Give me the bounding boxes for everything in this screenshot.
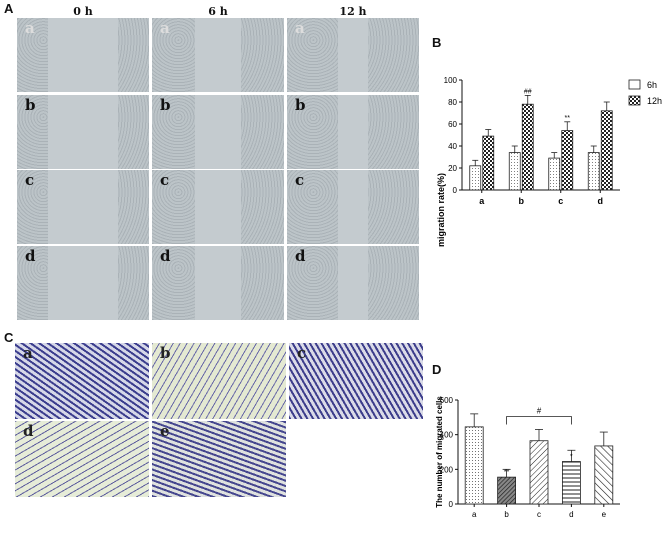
scratch-gap: [195, 95, 241, 169]
scratch-gap: [338, 95, 368, 169]
y-tick-label: 200: [440, 465, 454, 474]
y-tick-label: 40: [448, 142, 457, 151]
y-axis-label: The number of migrated cells: [435, 396, 444, 508]
bar: [482, 135, 495, 191]
tile-label: b: [160, 344, 171, 362]
significance-mark: **: [565, 115, 571, 122]
y-tick-label: 100: [444, 76, 458, 85]
scratch-image: c: [152, 170, 284, 244]
tile-label: c: [160, 171, 170, 189]
x-tick-label: a: [472, 510, 477, 519]
panel-label-d: D: [432, 362, 442, 377]
significance-mark: **: [504, 469, 510, 476]
tile-label: d: [25, 247, 36, 265]
migration-rate-chart: migration rate(%) 6h 12h 0 20 40 60 80 100 a ##…: [436, 76, 662, 247]
tile-label: c: [297, 344, 307, 362]
bar: [529, 440, 549, 505]
x-tick-label: c: [537, 510, 541, 519]
scratch-gap: [48, 170, 118, 244]
scratch-image: b: [17, 95, 149, 169]
legend-label-6h: 6h: [647, 80, 657, 90]
tile-label: b: [25, 96, 36, 114]
tile-label: e: [160, 422, 170, 440]
tile-label: b: [160, 96, 171, 114]
tile-label: c: [295, 171, 305, 189]
scratch-image: a: [287, 18, 419, 92]
scratch-image: b: [152, 95, 284, 169]
x-tick-label: c: [558, 196, 563, 206]
y-tick-label: 600: [440, 396, 454, 405]
y-axis-label: migration rate(%): [436, 173, 446, 247]
tile-label: a: [23, 344, 33, 362]
y-tick-label: 0: [449, 500, 454, 509]
tile-label: d: [295, 247, 306, 265]
column-header-6h: 6 h: [208, 5, 228, 18]
scratch-gap: [48, 246, 118, 320]
tile-label: c: [25, 171, 35, 189]
legend-label-12h: 12h: [647, 96, 662, 106]
scratch-gap: [195, 18, 241, 92]
bar: [508, 152, 521, 191]
x-tick-label: d: [598, 196, 604, 206]
tile-label: d: [160, 247, 171, 265]
scratch-image: c: [17, 170, 149, 244]
bar: [561, 130, 574, 191]
panel-label-b: B: [432, 35, 442, 50]
scratch-gap: [48, 18, 118, 92]
bar: [594, 445, 614, 505]
tile-label: b: [295, 96, 306, 114]
scratch-gap: [48, 95, 118, 169]
scratch-image: d: [152, 246, 284, 320]
comparison-bracket: [506, 416, 572, 425]
scratch-image: a: [152, 18, 284, 92]
legend: 6h 12h: [628, 79, 662, 106]
bar: [521, 103, 534, 191]
bar: [469, 165, 482, 191]
tile-label: a: [25, 19, 35, 37]
x-tick-label: b: [519, 196, 525, 206]
y-tick-label: 400: [440, 431, 454, 440]
bar: [497, 476, 516, 505]
y-tick-label: 60: [448, 120, 457, 129]
scratch-gap: [338, 170, 368, 244]
panel-label-c: C: [4, 330, 14, 345]
tile-label: a: [160, 19, 170, 37]
scratch-gap: [195, 246, 241, 320]
x-tick-label: a: [479, 196, 485, 206]
tile-label: a: [295, 19, 305, 37]
scratch-image: a: [17, 18, 149, 92]
transwell-image: d: [15, 421, 149, 497]
significance-mark: *: [570, 454, 573, 461]
panel-label-a: A: [4, 1, 14, 16]
bar: [464, 426, 484, 505]
bar: [600, 110, 613, 191]
scratch-gap: [195, 170, 241, 244]
y-tick-label: 20: [448, 164, 457, 173]
comparison-mark: #: [537, 406, 542, 415]
bar: [587, 152, 600, 191]
scratch-gap: [338, 18, 368, 92]
x-tick-label: b: [504, 510, 509, 519]
x-tick-label: d: [569, 510, 573, 519]
y-tick-label: 0: [453, 186, 458, 195]
bar: [561, 461, 581, 505]
significance-mark: ##: [524, 88, 532, 95]
x-tick-label: e: [602, 510, 607, 519]
column-header-12h: 12 h: [339, 5, 367, 18]
scratch-image: d: [287, 246, 419, 320]
scratch-image: c: [287, 170, 419, 244]
transwell-image: e: [152, 421, 286, 497]
transwell-image: a: [15, 343, 149, 419]
transwell-image: c: [289, 343, 423, 419]
migrated-cells-chart: The number of migrated cells 0 200 400 600 a…: [435, 396, 620, 519]
column-header-0h: 0 h: [73, 5, 93, 18]
scratch-gap: [338, 246, 368, 320]
transwell-image: b: [152, 343, 286, 419]
scratch-image: d: [17, 246, 149, 320]
y-tick-label: 80: [448, 98, 457, 107]
scratch-image: b: [287, 95, 419, 169]
tile-label: d: [23, 422, 34, 440]
bar: [548, 157, 561, 191]
